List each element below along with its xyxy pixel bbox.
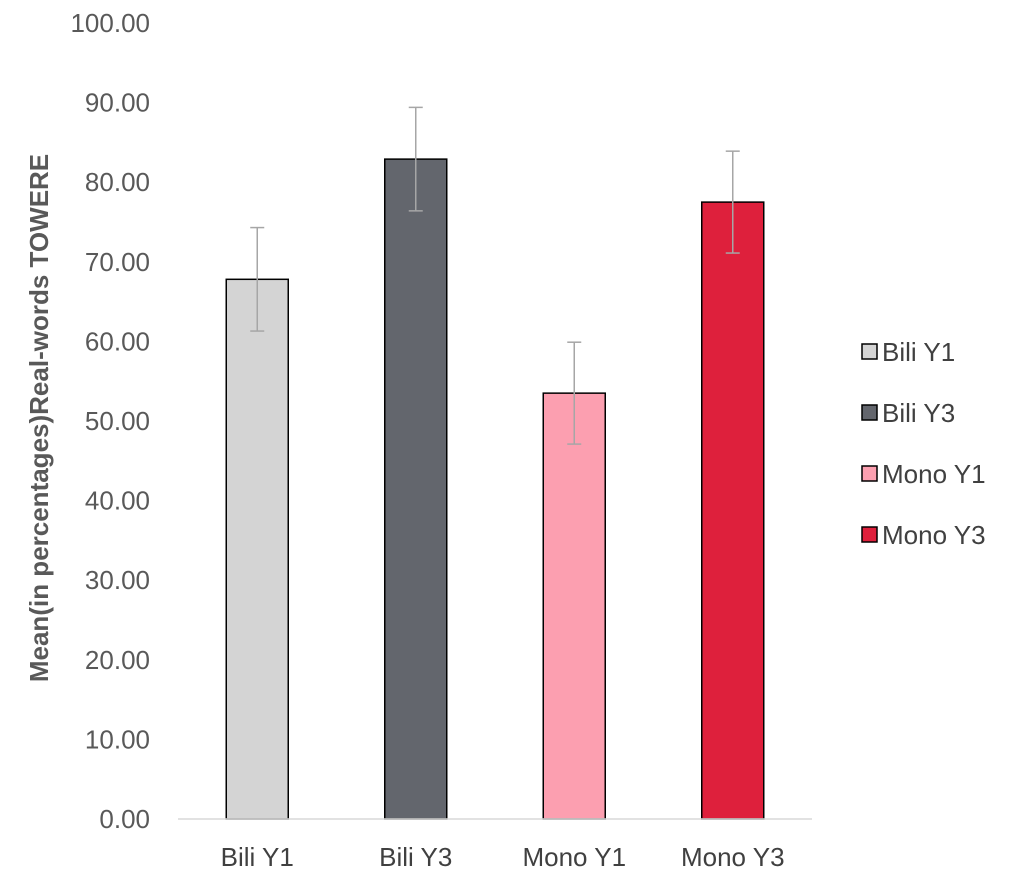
legend-swatch: [861, 465, 878, 482]
legend-item: Mono Y3: [861, 520, 986, 550]
y-tick-label: 30.00: [85, 565, 150, 595]
legend-swatch: [861, 343, 878, 360]
error-bars: [250, 106, 740, 445]
y-tick-label: 20.00: [85, 645, 150, 675]
bar: [384, 158, 448, 820]
bars: [225, 158, 765, 820]
y-tick-label: 0.00: [99, 804, 150, 834]
error-bar: [725, 150, 740, 254]
legend-item: Bili Y3: [861, 398, 955, 428]
y-tick-label: 50.00: [85, 406, 150, 436]
bar: [225, 278, 289, 820]
legend-swatch: [861, 404, 878, 421]
error-bar: [250, 226, 265, 332]
y-tick-label: 90.00: [85, 88, 150, 118]
bar: [542, 392, 606, 820]
bar: [701, 201, 765, 820]
legend-label: Mono Y3: [882, 520, 986, 550]
y-tick-label: 10.00: [85, 724, 150, 754]
error-bar: [408, 106, 423, 212]
y-tick-label: 70.00: [85, 247, 150, 277]
legend: Bili Y1 Bili Y3 Mono Y1 Mono Y3: [861, 337, 986, 550]
legend-item: Mono Y1: [861, 459, 986, 489]
legend-swatch: [861, 526, 878, 543]
y-tick-label: 100.00: [70, 8, 150, 38]
error-bar: [567, 341, 582, 445]
legend-label: Bili Y3: [882, 398, 955, 428]
legend-label: Bili Y1: [882, 337, 955, 367]
y-tick-label: 40.00: [85, 486, 150, 516]
x-tick-label: Mono Y3: [681, 842, 785, 870]
legend-label: Mono Y1: [882, 459, 986, 489]
x-tick-label: Bili Y3: [379, 842, 452, 870]
y-tick-labels: 0.00 10.00 20.00 30.00 40.00 50.00 60.00 70.00 8…: [70, 8, 150, 834]
legend-item: Bili Y1: [861, 337, 955, 367]
y-tick-label: 60.00: [85, 326, 150, 356]
x-tick-labels: Bili Y1 Bili Y3 Mono Y1 Mono Y3: [221, 842, 785, 870]
y-tick-label: 80.00: [85, 167, 150, 197]
x-tick-label: Bili Y1: [221, 842, 294, 870]
x-tick-label: Mono Y1: [522, 842, 626, 870]
y-axis-label: Mean(in percentages)Real-words TOWERE: [24, 154, 54, 682]
